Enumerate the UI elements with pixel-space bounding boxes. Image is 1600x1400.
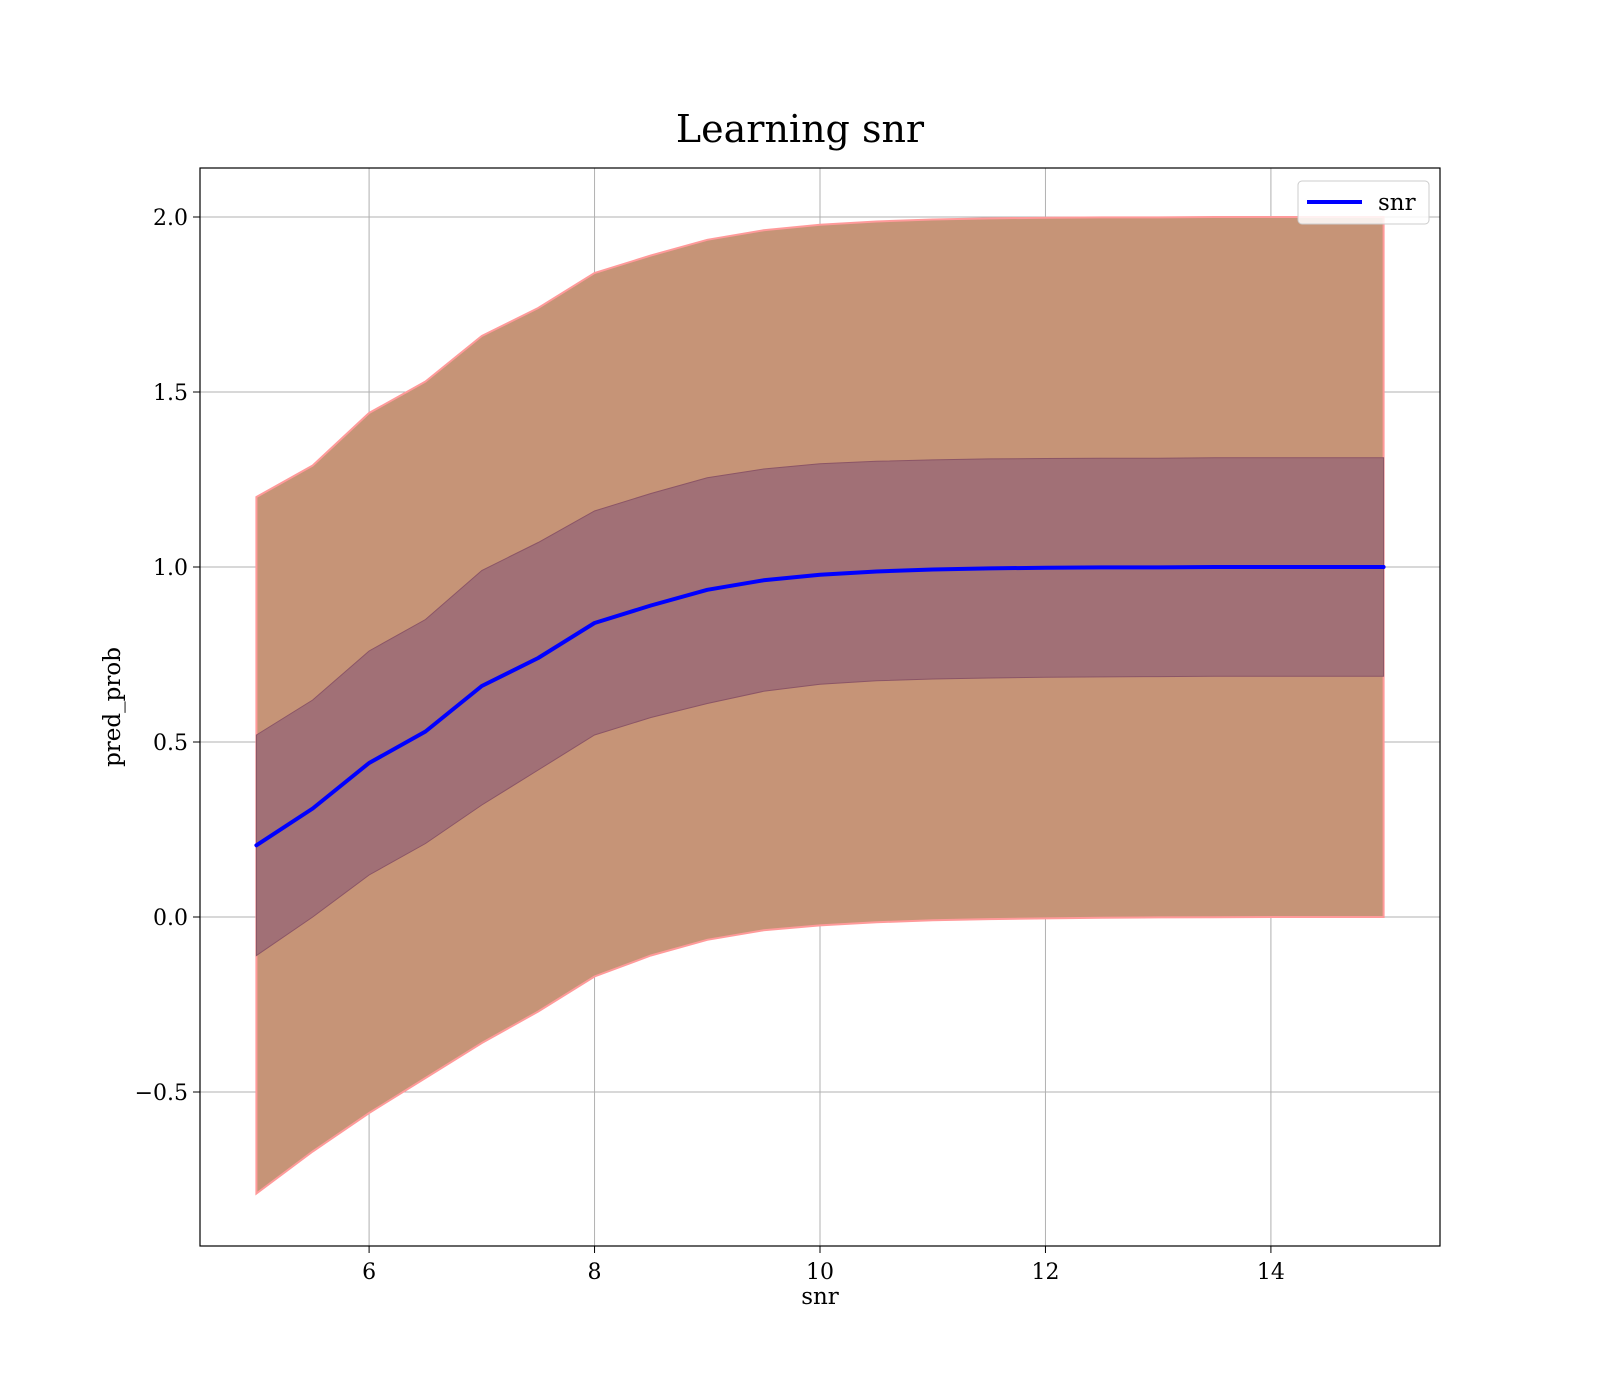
x-axis-label: snr — [801, 1284, 839, 1310]
series-line-snr — [254, 565, 1386, 848]
x-tick-label: 10 — [806, 1260, 834, 1285]
y-tick-label: 1.5 — [153, 381, 188, 406]
chart-title: Learning snr — [676, 107, 925, 151]
y-tick-label: 2.0 — [153, 206, 188, 231]
legend-box — [1297, 180, 1430, 225]
y-axis-label: pred_prob — [100, 647, 126, 767]
y-tick-label: 0.5 — [153, 731, 188, 756]
y-tick-label: 0.0 — [153, 906, 188, 931]
y-tick-label: 1.0 — [153, 556, 188, 581]
legend-label: snr — [1378, 190, 1416, 216]
x-axis-ticks: 6 8 10 12 14 — [362, 1246, 1285, 1285]
confidence-bands — [255, 216, 1385, 1196]
inner-band — [255, 457, 1385, 957]
x-tick-label: 12 — [1031, 1260, 1059, 1285]
x-tick-label: 6 — [362, 1260, 376, 1285]
x-tick-label: 14 — [1257, 1260, 1285, 1285]
legend: snr — [1297, 180, 1430, 225]
y-tick-label: −0.5 — [135, 1081, 188, 1106]
x-tick-label: 8 — [588, 1260, 602, 1285]
y-axis-ticks: −0.5 0.0 0.5 1.0 1.5 2.0 — [135, 206, 200, 1106]
series-lines — [254, 565, 1386, 848]
